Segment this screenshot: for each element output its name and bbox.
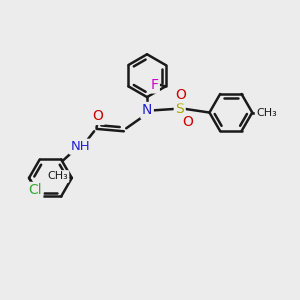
Text: N: N <box>142 103 152 118</box>
Text: S: S <box>175 102 184 116</box>
Text: Cl: Cl <box>28 183 42 197</box>
Text: O: O <box>175 88 186 102</box>
Text: F: F <box>150 78 158 92</box>
Text: O: O <box>183 116 194 129</box>
Text: O: O <box>92 110 104 123</box>
Text: NH: NH <box>70 140 90 153</box>
Text: CH₃: CH₃ <box>256 108 277 118</box>
Text: CH₃: CH₃ <box>47 172 68 182</box>
